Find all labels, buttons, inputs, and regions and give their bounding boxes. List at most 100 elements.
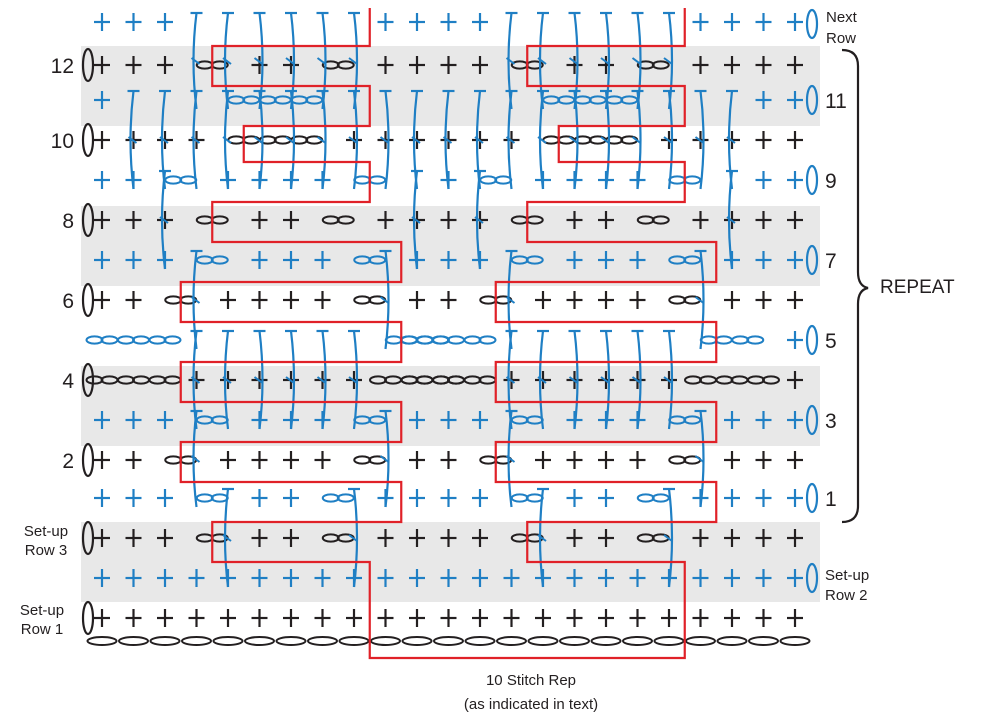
chain-stitch-pair — [85, 335, 119, 345]
single-crochet-stitch — [440, 291, 457, 309]
single-crochet-stitch — [629, 251, 646, 269]
chain-stitch-pair — [164, 175, 198, 185]
row-number-11: 11 — [825, 90, 847, 113]
long-stitch — [726, 89, 738, 190]
turning-chain — [805, 324, 819, 356]
single-crochet-stitch — [440, 451, 457, 469]
single-crochet-stitch — [755, 13, 772, 31]
set-up-row-3-label-1: Set-up — [24, 523, 68, 540]
long-stitch — [537, 11, 549, 110]
long-stitch — [537, 487, 549, 588]
single-crochet-stitch — [787, 56, 803, 74]
single-crochet-stitch — [377, 609, 394, 627]
foundation-chain-stitch — [653, 636, 685, 646]
single-crochet-stitch — [724, 489, 740, 507]
foundation-chain-stitch — [149, 636, 181, 646]
chain-stitch-pair — [353, 255, 387, 265]
single-crochet-stitch — [598, 529, 614, 547]
single-crochet-stitch — [157, 411, 173, 429]
single-crochet-stitch — [724, 411, 740, 429]
foundation-chain-stitch — [244, 636, 275, 646]
single-crochet-stitch — [125, 529, 142, 547]
row-number-3: 3 — [825, 410, 837, 433]
chain-stitch-pair — [416, 335, 450, 345]
turning-chain — [81, 122, 95, 158]
single-crochet-stitch — [787, 529, 803, 547]
repeat-label: REPEAT — [880, 277, 955, 298]
turning-chains — [81, 8, 819, 636]
single-crochet-stitch — [94, 569, 110, 587]
single-crochet-stitch — [598, 251, 614, 269]
chain-stitch-pair — [321, 60, 355, 70]
single-crochet-stitch — [220, 609, 236, 627]
single-crochet-stitch — [503, 609, 520, 627]
single-crochet-stitch — [94, 171, 110, 189]
long-stitch — [285, 11, 297, 110]
chain-stitch-pair — [463, 335, 497, 345]
long-stitch — [694, 249, 707, 350]
single-crochet-stitch — [724, 56, 740, 74]
single-crochet-stitch — [566, 251, 583, 269]
single-crochet-stitch — [566, 529, 583, 547]
single-crochet-stitch — [598, 211, 614, 229]
single-crochet-stitch — [125, 56, 142, 74]
turning-chain — [805, 404, 819, 436]
single-crochet-stitch — [409, 56, 425, 74]
single-crochet-stitch — [283, 451, 299, 469]
single-crochet-stitch — [125, 411, 142, 429]
single-crochet-stitch — [566, 489, 583, 507]
single-crochet-stitch — [440, 13, 457, 31]
single-crochet-stitch — [283, 489, 299, 507]
foundation-chain-stitch — [496, 636, 527, 646]
single-crochet-stitch — [472, 13, 488, 31]
single-crochet-stitch — [692, 211, 709, 229]
single-crochet-stitch — [94, 291, 110, 309]
single-crochet-stitch — [787, 609, 803, 627]
single-crochet-stitch — [157, 529, 173, 547]
long-stitch — [316, 329, 329, 430]
single-crochet-stitch — [787, 489, 803, 507]
set-up-row-1-label-1: Set-up — [20, 602, 64, 619]
foundation-chain-stitch — [118, 636, 149, 646]
single-crochet-stitch — [629, 291, 646, 309]
single-crochet-stitch — [692, 529, 709, 547]
single-crochet-stitch — [472, 489, 488, 507]
single-crochet-stitch — [157, 489, 173, 507]
single-crochet-stitch — [283, 211, 299, 229]
single-crochet-stitch — [409, 529, 425, 547]
single-crochet-stitch — [724, 609, 740, 627]
foundation-chain-stitch — [464, 636, 496, 646]
single-crochet-stitch — [598, 56, 614, 74]
next-row-label-1: Next — [826, 9, 858, 26]
long-stitch — [694, 89, 707, 190]
single-crochet-stitch — [629, 451, 646, 469]
single-crochet-stitch — [755, 291, 772, 309]
single-crochet-stitch — [125, 489, 142, 507]
stitch-rep-label-1: 10 Stitch Rep — [486, 672, 576, 689]
single-crochet-stitch — [755, 91, 772, 109]
long-stitch — [285, 329, 297, 430]
single-crochet-stitch — [598, 609, 614, 627]
single-crochet-stitch — [409, 291, 425, 309]
row-number-9: 9 — [825, 170, 837, 193]
foundation-chain-stitch — [212, 636, 244, 646]
row-number-10: 10 — [51, 130, 74, 153]
single-crochet-stitch — [157, 609, 173, 627]
single-crochet-stitch — [755, 451, 772, 469]
turning-chain — [81, 47, 95, 83]
chain-stitch-pair — [353, 455, 387, 465]
chain-stitch-pair — [747, 375, 780, 385]
single-crochet-stitch — [94, 489, 110, 507]
single-crochet-stitch — [755, 131, 772, 149]
foundation-chain-stitch — [685, 636, 716, 646]
chain-stitch-pair — [636, 60, 670, 70]
single-crochet-stitch — [283, 56, 299, 74]
single-crochet-stitch — [472, 569, 488, 587]
foundation-chain-stitch — [338, 636, 370, 646]
long-stitch — [348, 329, 360, 430]
long-stitch — [631, 11, 644, 110]
single-crochet-stitch — [755, 489, 772, 507]
single-crochet-stitch — [314, 251, 331, 269]
single-crochet-stitch — [94, 411, 110, 429]
repeat-brace — [841, 48, 869, 524]
